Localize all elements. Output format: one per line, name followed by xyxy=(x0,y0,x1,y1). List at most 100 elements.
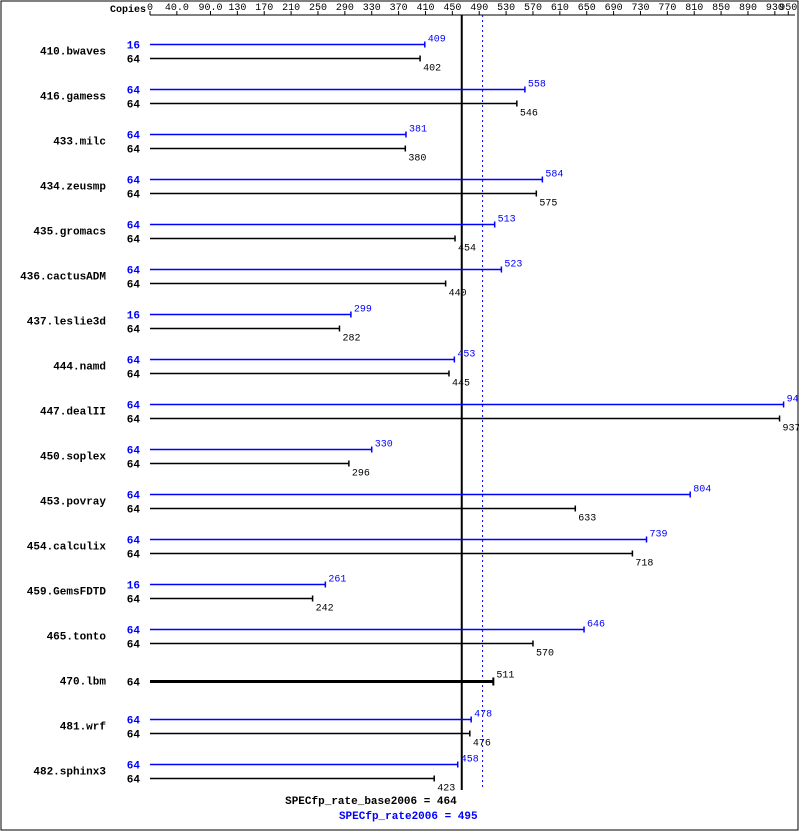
xtick-label: 330 xyxy=(363,3,381,14)
peak-copies: 64 xyxy=(127,401,141,413)
benchmark-label: 470.lbm xyxy=(60,677,107,689)
peak-copies: 64 xyxy=(127,176,141,188)
peak-value: 458 xyxy=(461,755,479,766)
base-copies: 64 xyxy=(127,145,141,157)
copies-header: Copies xyxy=(110,4,146,16)
base-value: 380 xyxy=(408,154,426,165)
peak-value: 739 xyxy=(650,530,668,541)
xtick-label: 950 xyxy=(779,3,797,14)
peak-value: 453 xyxy=(457,350,475,361)
xtick-label: 410 xyxy=(416,3,434,14)
base-copies: 64 xyxy=(127,595,141,607)
base-copies: 64 xyxy=(127,370,141,382)
xtick-label: 250 xyxy=(309,3,327,14)
benchmark-label: 447.dealII xyxy=(40,407,106,419)
base-copies: 64 xyxy=(127,415,141,427)
xtick-label: 130 xyxy=(228,3,246,14)
xtick-label: 530 xyxy=(497,3,515,14)
xtick-label: 810 xyxy=(685,3,703,14)
base-copies: 64 xyxy=(127,280,141,292)
xtick-label: 490 xyxy=(470,3,488,14)
base-copies: 64 xyxy=(127,325,141,337)
xtick-label: 770 xyxy=(658,3,676,14)
reference-label: SPECfp_rate_base2006 = 464 xyxy=(285,796,457,808)
peak-value: 804 xyxy=(693,485,711,496)
xtick-label: 0 xyxy=(147,3,153,14)
reference-label: SPECfp_rate2006 = 495 xyxy=(339,811,478,823)
base-value: 570 xyxy=(536,649,554,660)
base-value: 476 xyxy=(473,739,491,750)
base-value: 440 xyxy=(449,289,467,300)
benchmark-label: 450.soplex xyxy=(40,452,106,464)
benchmark-label: 444.namd xyxy=(53,362,106,374)
benchmark-label: 453.povray xyxy=(40,497,106,509)
copies-value: 64 xyxy=(127,678,141,690)
peak-copies: 64 xyxy=(127,626,141,638)
peak-value: 558 xyxy=(528,80,546,91)
peak-copies: 64 xyxy=(127,536,141,548)
xtick-label: 40.0 xyxy=(165,3,189,14)
peak-copies: 64 xyxy=(127,761,141,773)
base-value: 546 xyxy=(520,109,538,120)
base-value: 937 xyxy=(783,424,799,435)
xtick-label: 210 xyxy=(282,3,300,14)
peak-value: 523 xyxy=(504,260,522,271)
base-value: 296 xyxy=(352,469,370,480)
xtick-label: 290 xyxy=(336,3,354,14)
peak-copies: 16 xyxy=(127,581,140,593)
peak-copies: 64 xyxy=(127,491,141,503)
base-copies: 64 xyxy=(127,730,141,742)
base-value: 282 xyxy=(342,334,360,345)
base-copies: 64 xyxy=(127,775,141,787)
peak-value: 261 xyxy=(328,575,346,586)
benchmark-label: 416.gamess xyxy=(40,92,106,104)
peak-value: 513 xyxy=(498,215,516,226)
xtick-label: 370 xyxy=(390,3,408,14)
base-value: 575 xyxy=(539,199,557,210)
benchmark-label: 410.bwaves xyxy=(40,47,106,59)
base-copies: 64 xyxy=(127,190,141,202)
peak-copies: 64 xyxy=(127,131,141,143)
base-copies: 64 xyxy=(127,235,141,247)
peak-value: 943 xyxy=(787,395,799,406)
benchmark-label: 433.milc xyxy=(53,137,106,149)
benchmark-label: 481.wrf xyxy=(60,722,107,734)
xtick-label: 610 xyxy=(551,3,569,14)
base-value: 454 xyxy=(458,244,476,255)
peak-copies: 16 xyxy=(127,41,140,53)
xtick-label: 850 xyxy=(712,3,730,14)
benchmark-label: 482.sphinx3 xyxy=(33,767,106,779)
peak-copies: 64 xyxy=(127,86,141,98)
base-copies: 64 xyxy=(127,460,141,472)
benchmark-label: 436.cactusADM xyxy=(20,272,106,284)
peak-copies: 64 xyxy=(127,446,141,458)
xtick-label: 570 xyxy=(524,3,542,14)
spec-rate-chart: 0 40.0 90.0 130 170 210 250 290 330 370 410 450 490 5… xyxy=(0,0,799,831)
xtick-label: 890 xyxy=(739,3,757,14)
benchmark-label: 435.gromacs xyxy=(33,227,106,239)
base-copies: 64 xyxy=(127,640,141,652)
base-copies: 64 xyxy=(127,505,141,517)
benchmark-label: 434.zeusmp xyxy=(40,182,106,194)
base-copies: 64 xyxy=(127,550,141,562)
peak-value: 584 xyxy=(545,170,563,181)
benchmark-label: 454.calculix xyxy=(27,542,107,554)
peak-value: 409 xyxy=(428,35,446,46)
benchmark-label: 437.leslie3d xyxy=(27,317,106,329)
xtick-label: 730 xyxy=(631,3,649,14)
xtick-label: 450 xyxy=(443,3,461,14)
peak-copies: 64 xyxy=(127,221,141,233)
benchmark-label: 459.GemsFDTD xyxy=(27,587,107,599)
base-copies: 64 xyxy=(127,100,141,112)
xtick-label: 650 xyxy=(578,3,596,14)
base-copies: 64 xyxy=(127,55,141,67)
peak-value: 646 xyxy=(587,620,605,631)
peak-value: 299 xyxy=(354,305,372,316)
base-value: 718 xyxy=(635,559,653,570)
peak-value: 330 xyxy=(375,440,393,451)
xtick-label: 170 xyxy=(255,3,273,14)
peak-copies: 64 xyxy=(127,716,141,728)
peak-copies: 16 xyxy=(127,311,140,323)
peak-value: 478 xyxy=(474,710,492,721)
xtick-label: 90.0 xyxy=(198,3,222,14)
